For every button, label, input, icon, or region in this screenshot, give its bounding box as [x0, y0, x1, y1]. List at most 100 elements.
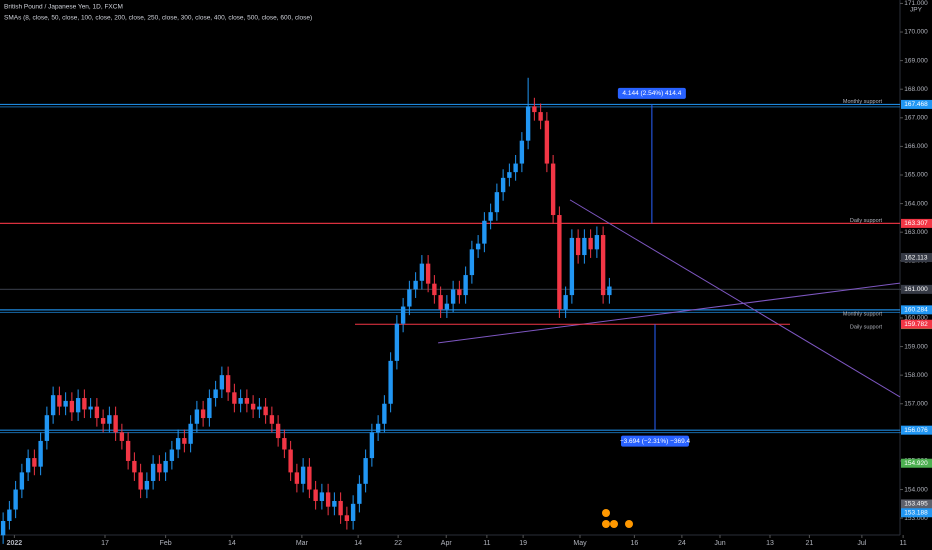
event-icon: [610, 520, 618, 528]
y-tick-label: 165.000: [904, 172, 928, 179]
candle-body: [88, 406, 93, 410]
price-label-box: [901, 253, 932, 263]
candle-body: [25, 458, 31, 473]
candle-body: [269, 415, 275, 424]
candle-body: [138, 472, 143, 490]
x-tick-label: Jun: [714, 540, 725, 547]
candle-body: [494, 192, 500, 213]
event-icon: [625, 520, 633, 528]
candle-body: [357, 483, 362, 504]
candle-body: [219, 375, 225, 390]
x-tick-label: 22: [394, 540, 402, 547]
indicator-legend: SMAs (8, close, 50, close, 100, close, 2…: [4, 15, 312, 22]
x-tick-label: 14: [354, 540, 362, 547]
x-tick-label: Feb: [160, 540, 172, 547]
level-annotation: Monthly support: [843, 99, 883, 105]
y-tick-label: 159.000: [904, 343, 928, 350]
x-tick-label: 19: [519, 540, 527, 547]
level-annotation: Daily support: [850, 218, 883, 224]
candle-body: [432, 283, 437, 296]
y-tick-label: 170.000: [904, 29, 928, 36]
candle-body: [294, 472, 300, 484]
candle-body: [94, 406, 100, 419]
candle-body: [125, 440, 131, 461]
candle-body: [350, 503, 356, 521]
candle-body: [232, 392, 237, 404]
candle-body: [244, 398, 250, 404]
candle-body: [213, 389, 218, 399]
candle-body: [119, 432, 125, 441]
candle-body: [100, 418, 106, 424]
candle-body: [519, 140, 525, 164]
candle-body: [32, 458, 37, 467]
candle-body: [250, 403, 256, 410]
price-label-box: [901, 458, 932, 468]
candle-body: [488, 212, 493, 221]
price-label-box: [901, 425, 932, 435]
candle-body: [594, 235, 600, 250]
level-annotation: Daily support: [850, 325, 883, 331]
measure-box: [621, 435, 689, 447]
x-tick-label: 21: [805, 540, 813, 547]
candle-body: [369, 432, 375, 459]
x-tick-label: Jul: [857, 540, 866, 547]
event-icon: [602, 520, 610, 528]
y-tick-label: 168.000: [904, 86, 928, 93]
candle-body: [319, 492, 325, 501]
candle-body: [413, 280, 418, 290]
price-label: 153.188: [904, 509, 928, 516]
price-axis: 153.000154.000155.000156.000157.000158.0…: [900, 0, 932, 522]
y-tick-label: 167.000: [904, 115, 928, 122]
candle-body: [450, 289, 456, 304]
candle-body: [63, 400, 68, 407]
currency-label: JPY: [910, 7, 923, 14]
candle-body: [200, 409, 206, 419]
y-tick-label: 164.000: [904, 200, 928, 207]
price-label-box: [901, 319, 932, 329]
y-tick-label: 153.000: [904, 515, 928, 522]
candle-body: [575, 237, 581, 256]
y-tick-label: 160.000: [904, 315, 928, 322]
candle-body: [600, 235, 606, 296]
x-tick-label: 11: [483, 540, 490, 547]
x-tick-label: Apr: [441, 540, 453, 547]
price-label: 153.495: [904, 501, 928, 508]
x-tick-label: 13: [766, 540, 774, 547]
x-tick-label: 2022: [7, 540, 23, 547]
candle-body: [607, 286, 612, 296]
price-label-box: [901, 218, 932, 228]
x-tick-label: Mar: [296, 540, 309, 547]
event-icons: [602, 509, 633, 528]
candle-body: [107, 415, 112, 424]
candle-body: [13, 489, 18, 510]
y-tick-label: 154.000: [904, 486, 928, 493]
y-tick-label: 171.000: [904, 0, 928, 7]
candle-body: [307, 466, 312, 490]
candle-body: [150, 463, 156, 481]
chart-title: British Pound / Japanese Yen, 1D, FXCM: [4, 4, 123, 11]
candle-body: [175, 438, 181, 450]
candle-body: [157, 463, 162, 473]
y-tick-label: 169.000: [904, 57, 928, 64]
candle-body: [82, 398, 87, 410]
x-tick-label: May: [573, 540, 587, 547]
candle-body: [463, 275, 468, 296]
candle-body: [194, 409, 200, 424]
candle-body: [19, 472, 25, 490]
candle-body: [513, 163, 518, 173]
candle-body: [7, 509, 12, 521]
candle-body: [57, 395, 62, 407]
candle-body: [569, 237, 575, 296]
price-label: 154.920: [904, 460, 928, 467]
event-icon: [602, 509, 610, 517]
candle-body: [113, 415, 118, 433]
price-label-box: [901, 99, 932, 109]
candle-body: [588, 237, 593, 250]
candle-body: [394, 323, 400, 361]
candle-body: [375, 423, 381, 433]
candle-body: [407, 289, 412, 307]
candle-body: [332, 500, 337, 507]
candle-body: [144, 480, 150, 490]
candle-body: [182, 438, 187, 444]
candle-body: [325, 492, 331, 507]
